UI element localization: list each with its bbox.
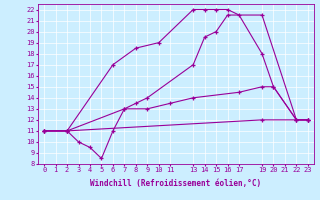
X-axis label: Windchill (Refroidissement éolien,°C): Windchill (Refroidissement éolien,°C) — [91, 179, 261, 188]
